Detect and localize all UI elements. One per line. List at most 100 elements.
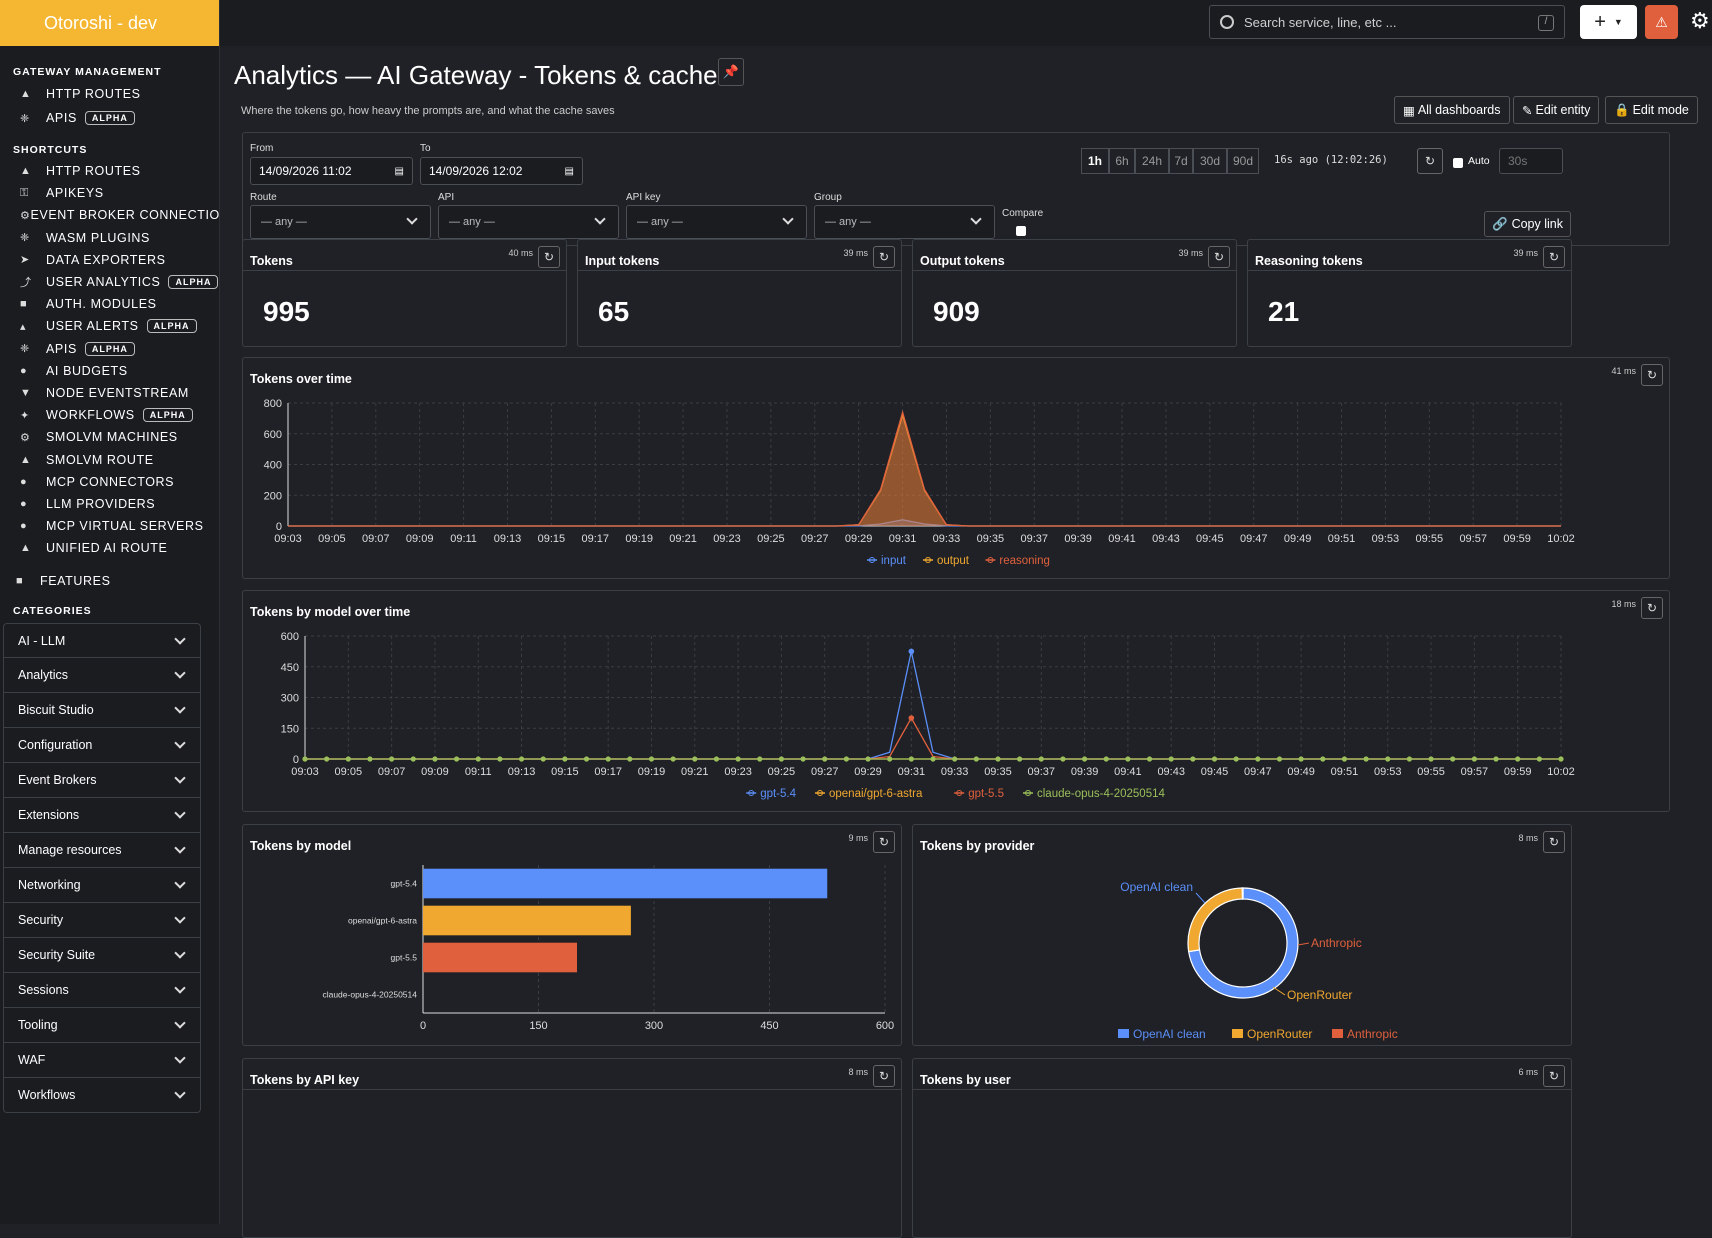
sidebar-item-smolvm-machines[interactable]: ⚙SMOLVM MACHINES [0,426,219,448]
all-dashboards-button[interactable]: ▦All dashboards [1394,96,1510,124]
panel-refresh-button[interactable]: ↻ [1641,364,1663,386]
add-button[interactable]: +▼ [1580,5,1637,39]
refresh-icon: ↻ [1425,154,1435,168]
sidebar-item-unified-ai-route[interactable]: ▲UNIFIED AI ROUTE [0,537,219,559]
panel-refresh-button[interactable]: ↻ [873,1065,895,1087]
category-event-brokers[interactable]: Event Brokers [3,763,201,798]
auto-checkbox[interactable] [1453,158,1463,168]
legend-label-gpt-5.4: gpt-5.4 [760,788,796,800]
category-analytics[interactable]: Analytics [3,658,201,693]
brand-logo[interactable]: Otoroshi - dev [0,0,219,46]
range-30d[interactable]: 30d [1193,148,1227,174]
category-ai-llm[interactable]: AI - LLM [3,623,201,658]
auto-interval-input[interactable]: 30s [1499,148,1563,174]
category-networking[interactable]: Networking [3,868,201,903]
sidebar-item-http-routes[interactable]: ▲HTTP ROUTES [0,160,219,182]
sidebar-item-wasm-plugins[interactable]: ❈WASM PLUGINS [0,227,219,249]
sidebar-item-data-exporters[interactable]: ➤DATA EXPORTERS [0,249,219,271]
sidebar-item-mcp-virtual-servers[interactable]: ●MCP VIRTUAL SERVERS [0,515,219,537]
sidebar-item-node-eventstream[interactable]: ▼NODE EVENTSTREAM [0,382,219,404]
range-90d[interactable]: 90d [1227,148,1259,174]
panel-refresh-button[interactable]: ↻ [538,246,560,268]
x-tick-label: 09:03 [274,533,302,545]
categories-section-title: CATEGORIES [13,605,219,617]
category-sessions[interactable]: Sessions [3,973,201,1008]
search-input[interactable]: Search service, line, etc ... / [1209,5,1565,39]
edit-mode-button[interactable]: 🔒Edit mode [1605,96,1698,124]
legend-label-OpenRouter: OpenRouter [1247,1027,1312,1041]
slice-label: OpenRouter [1287,988,1352,1002]
sidebar-item-features[interactable]: ■ FEATURES [0,569,219,593]
panel-refresh-button[interactable]: ↻ [1208,246,1230,268]
x-tick-label: 09:41 [1108,533,1136,545]
range-24h[interactable]: 24h [1135,148,1169,174]
series-point-claude-opus-4-20250514 [497,756,502,761]
panel-title: Tokens by user [920,1073,1011,1087]
sidebar-item-auth-modules[interactable]: ■AUTH. MODULES [0,293,219,315]
category-configuration[interactable]: Configuration [3,728,201,763]
panel-refresh-button[interactable]: ↻ [1543,831,1565,853]
compare-checkbox[interactable] [1016,226,1026,236]
gear-icon[interactable]: ⚙ [1690,8,1710,34]
panel-refresh-button[interactable]: ↻ [1543,246,1565,268]
category-tooling[interactable]: Tooling [3,1008,201,1043]
sidebar-item-smolvm-route[interactable]: ▲SMOLVM ROUTE [0,448,219,470]
x-tick-label: 09:23 [724,766,752,778]
panel-refresh-button[interactable]: ↻ [873,246,895,268]
range-6h[interactable]: 6h [1109,148,1135,174]
sidebar-item-ai-budgets[interactable]: ●AI BUDGETS [0,360,219,382]
sidebar-item-mcp-connectors[interactable]: ●MCP CONNECTORS [0,471,219,493]
edit-entity-button[interactable]: ✎Edit entity [1513,96,1599,124]
shield-alert-button[interactable]: ⚠ [1645,5,1678,39]
range-7d[interactable]: 7d [1169,148,1193,174]
category-manage-resources[interactable]: Manage resources [3,833,201,868]
alpha-badge: ALPHA [168,275,218,289]
sidebar-item-llm-providers[interactable]: ●LLM PROVIDERS [0,493,219,515]
api-select[interactable]: — any — [438,205,619,239]
x-tick-label: 09:57 [1461,766,1489,778]
apikey-select[interactable]: — any — [626,205,807,239]
route-select[interactable]: — any — [250,205,431,239]
series-point-claude-opus-4-20250514 [1493,756,1498,761]
search-placeholder: Search service, line, etc ... [1244,15,1396,30]
group-select[interactable]: — any — [814,205,995,239]
pin-button[interactable]: 📌 [718,58,744,86]
category-biscuit-studio[interactable]: Biscuit Studio [3,693,201,728]
chevron-down-icon [174,738,185,749]
series-point-claude-opus-4-20250514 [1299,756,1304,761]
refresh-button[interactable]: ↻ [1417,148,1443,174]
range-1h[interactable]: 1h [1081,148,1109,174]
sidebar-item-http-routes[interactable]: ▲HTTP ROUTES [0,82,219,106]
copy-link-button[interactable]: 🔗Copy link [1484,211,1571,237]
sidebar-item-apikeys[interactable]: ⚿APIKEYS [0,182,219,204]
road-icon: ▲ [20,454,46,466]
panel-refresh-button[interactable]: ↻ [1641,597,1663,619]
category-label: Workflows [18,1088,75,1102]
to-date-input[interactable]: 14/09/2026 12:02▤ [420,157,583,185]
category-waf[interactable]: WAF [3,1043,201,1078]
category-extensions[interactable]: Extensions [3,798,201,833]
panel-refresh-button[interactable]: ↻ [1543,1065,1565,1087]
series-point-claude-opus-4-20250514 [649,756,654,761]
chevron-down-icon [174,913,185,924]
panel-refresh-button[interactable]: ↻ [873,831,895,853]
panel-divider [243,1089,901,1090]
category-security[interactable]: Security [3,903,201,938]
sidebar-item-event-broker-connections[interactable]: ⚙EVENT BROKER CONNECTIONS [0,204,219,226]
route-select-value: — any — [261,216,307,228]
refresh-icon: ↻ [1214,250,1224,264]
category-security-suite[interactable]: Security Suite [3,938,201,973]
from-date-input[interactable]: 14/09/2026 11:02▤ [250,157,413,185]
kpi-value: 21 [1268,296,1299,328]
sidebar-item-label: WORKFLOWS [46,408,135,422]
group-label: Group [814,192,842,203]
category-label: WAF [18,1053,45,1067]
category-workflows[interactable]: Workflows [3,1078,201,1113]
chevron-down-icon [782,213,793,224]
